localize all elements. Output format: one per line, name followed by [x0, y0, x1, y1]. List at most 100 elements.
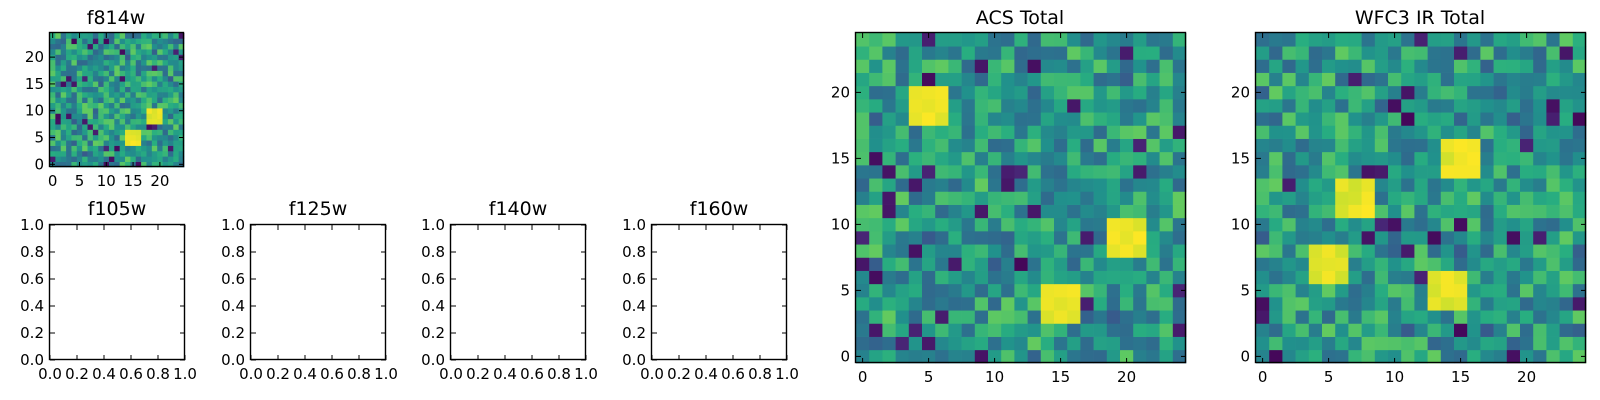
heatmap-cell: [1106, 99, 1121, 113]
heatmap-cell: [856, 72, 870, 87]
heatmap-cell: [173, 97, 179, 104]
heatmap-cell: [141, 108, 147, 114]
heatmap-cell: [1388, 125, 1402, 139]
heatmap-cell: [1388, 85, 1402, 100]
heatmap-cell: [988, 336, 1002, 351]
heatmap-cell: [1256, 244, 1270, 258]
heatmap-cell: [1361, 204, 1376, 219]
heatmap-cell: [1572, 165, 1587, 179]
heatmap-cell: [1093, 59, 1108, 73]
heatmap-cell: [60, 38, 67, 45]
heatmap-cell: [1322, 283, 1336, 298]
heatmap-cell: [1256, 297, 1270, 311]
heatmap-cell: [1533, 151, 1547, 166]
heatmap-cell: [119, 43, 126, 50]
heatmap-cell: [157, 65, 163, 71]
heatmap-cell: [76, 59, 83, 66]
heatmap-cell: [71, 54, 78, 61]
heatmap-cell: [1106, 257, 1121, 271]
heatmap-cell: [895, 72, 910, 87]
heatmap-cell: [82, 129, 88, 136]
heatmap-cell: [71, 59, 78, 66]
heatmap-cell: [98, 124, 104, 130]
heatmap-cell: [98, 81, 104, 87]
heatmap-cell: [1322, 270, 1336, 285]
heatmap-cell: [1106, 244, 1121, 258]
heatmap-cell: [119, 38, 126, 45]
heatmap-cell: [1454, 72, 1468, 87]
heatmap-cell: [55, 75, 62, 82]
heatmap-cell: [1520, 257, 1534, 271]
heatmap-cell: [1001, 244, 1015, 258]
heatmap-cell: [167, 91, 174, 98]
heatmap-cell: [60, 134, 67, 141]
heatmap-cell: [1067, 283, 1081, 298]
heatmap-cell: [856, 204, 870, 219]
heatmap-cell: [1256, 283, 1270, 298]
heatmap-cell: [1361, 151, 1376, 166]
heatmap-cell: [178, 33, 185, 39]
heatmap-cell: [1322, 310, 1336, 324]
heatmap-cell: [1520, 151, 1534, 166]
heatmap-cell: [108, 38, 115, 45]
heatmap-cell: [130, 75, 137, 82]
heatmap-cell: [988, 125, 1002, 139]
heatmap-cell: [1106, 270, 1121, 285]
heatmap-cell: [50, 124, 56, 130]
heatmap-cell: [66, 43, 72, 50]
heatmap-cell: [1172, 191, 1187, 205]
heatmap-cell: [1106, 46, 1121, 60]
heatmap-cell: [1520, 191, 1534, 205]
heatmap-cell: [1401, 46, 1415, 60]
heatmap-cell: [76, 75, 83, 82]
heatmap-cell: [1440, 310, 1455, 324]
heatmap-cell: [1348, 125, 1362, 139]
heatmap-cell: [1572, 270, 1587, 285]
panel-title: f125w: [289, 198, 348, 220]
heatmap-cell: [882, 72, 896, 87]
heatmap-cell: [1493, 336, 1508, 351]
heatmap-cell: [1559, 231, 1574, 245]
heatmap-cell: [135, 43, 142, 50]
heatmap-cell: [103, 156, 110, 162]
heatmap-cell: [961, 204, 976, 219]
heatmap-cell: [935, 151, 949, 166]
y-tick-label: 5: [840, 281, 850, 299]
heatmap-cell: [162, 118, 169, 125]
heatmap-cell: [1282, 138, 1296, 153]
heatmap-cell: [856, 297, 870, 311]
heatmap-cell: [1146, 297, 1160, 311]
heatmap-cell: [92, 59, 99, 66]
heatmap-cell: [1133, 336, 1147, 351]
x-tick-label: 20: [1117, 368, 1136, 386]
heatmap-cell: [1269, 46, 1283, 60]
heatmap-cell: [948, 85, 962, 100]
heatmap-cell: [895, 165, 910, 179]
heatmap-cell: [141, 70, 147, 77]
heatmap-cell: [76, 124, 83, 130]
heatmap-cell: [935, 112, 949, 126]
heatmap-cell: [1322, 178, 1336, 192]
heatmap-cell: [1120, 297, 1134, 311]
heatmap-cell: [167, 43, 174, 50]
heatmap-cell: [1001, 151, 1015, 166]
heatmap-cell: [1172, 231, 1187, 245]
heatmap-cell: [76, 113, 83, 120]
heatmap-cell: [1001, 46, 1015, 60]
heatmap-cell: [146, 97, 153, 104]
heatmap-cell: [856, 310, 870, 324]
heatmap-cell: [922, 72, 936, 87]
heatmap-cell: [1480, 217, 1494, 232]
heatmap-cell: [1506, 85, 1521, 100]
heatmap-cell: [1506, 46, 1521, 60]
heatmap-cell: [135, 145, 142, 152]
heatmap-cell: [948, 99, 962, 113]
heatmap-cell: [1361, 257, 1376, 271]
heatmap-cell: [1374, 310, 1389, 324]
heatmap-cell: [1546, 270, 1560, 285]
heatmap-cell: [130, 150, 137, 157]
heatmap-cell: [98, 134, 104, 141]
heatmap-cell: [178, 129, 185, 136]
heatmap-cell: [1080, 112, 1094, 126]
